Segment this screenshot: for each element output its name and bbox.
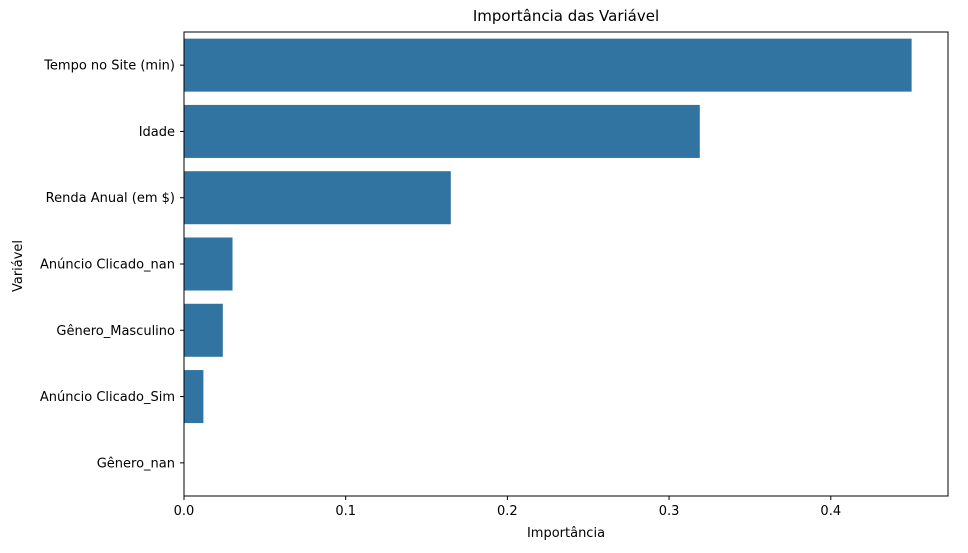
y-tick-label-5: Anúncio Clicado_Sim — [40, 390, 175, 405]
axes-spines — [183, 31, 949, 497]
plot-frame — [183, 31, 949, 497]
bar-5 — [184, 370, 204, 424]
y-tick-label-6: Gênero_nan — [97, 456, 175, 471]
y-ticks: Tempo no Site (min) Idade Renda Anual (em … — [40, 59, 184, 471]
y-tick-label-4: Gênero_Masculino — [56, 324, 175, 339]
y-tick-label-1: Idade — [139, 125, 175, 140]
x-tick-label-1: 0.1 — [335, 504, 356, 519]
y-tick-label-3: Anúncio Clicado_nan — [40, 258, 175, 273]
x-ticks: 0.0 0.1 0.2 0.3 0.4 — [174, 496, 841, 519]
bar-4 — [184, 303, 223, 357]
x-axis-label: Importância — [527, 526, 605, 541]
bar-0 — [184, 38, 912, 92]
x-tick-label-4: 0.4 — [820, 504, 841, 519]
x-tick-label-0: 0.0 — [174, 504, 195, 519]
y-tick-label-0: Tempo no Site (min) — [43, 59, 175, 74]
bar-1 — [184, 104, 700, 158]
chart-title: Importância das Variável — [473, 7, 659, 25]
bar-2 — [184, 171, 451, 225]
y-tick-label-2: Renda Anual (em $) — [46, 191, 175, 206]
bar-3 — [184, 237, 233, 291]
x-tick-label-2: 0.2 — [497, 504, 518, 519]
x-tick-label-3: 0.3 — [659, 504, 680, 519]
bars-group — [184, 38, 912, 424]
y-axis-label: Variável — [11, 240, 26, 292]
